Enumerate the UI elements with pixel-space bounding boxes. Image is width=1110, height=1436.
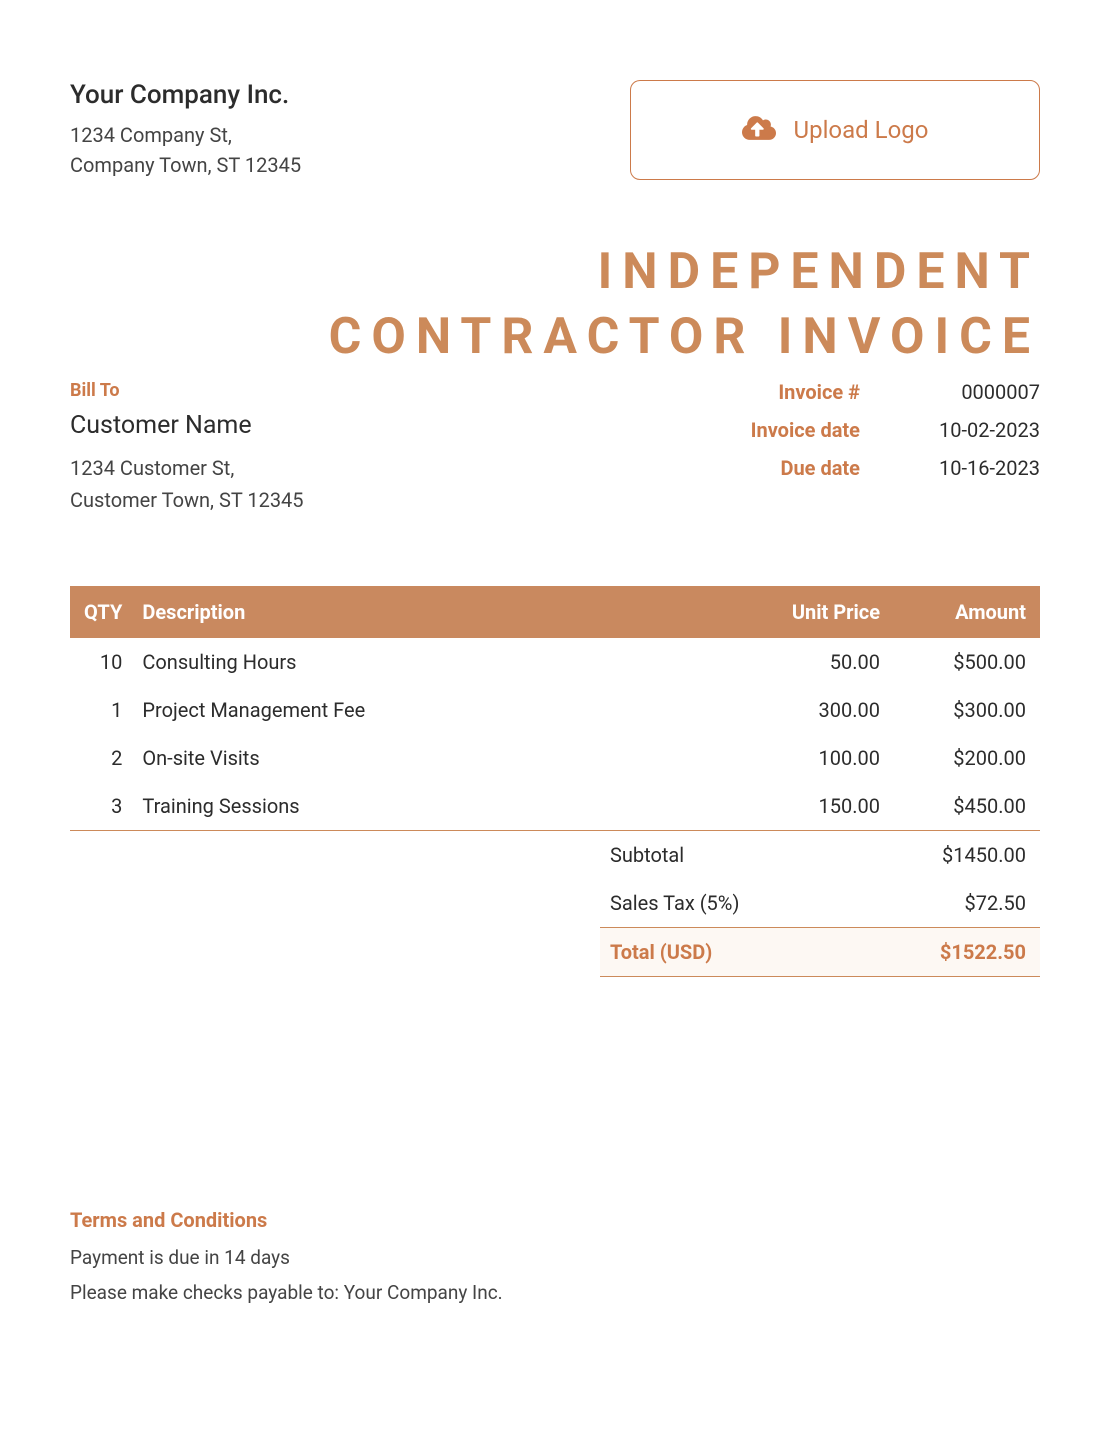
upload-logo-label: Upload Logo	[794, 116, 929, 144]
terms-block: Terms and Conditions Payment is due in 1…	[70, 1208, 1040, 1316]
title-line1: INDEPENDENT	[70, 240, 1040, 305]
cell-description[interactable]: Project Management Fee	[132, 686, 730, 734]
table-row: 1Project Management Fee300.00$300.00	[70, 686, 1040, 734]
cell-unit-price[interactable]: 300.00	[730, 686, 890, 734]
total-value: $1522.50	[940, 940, 1026, 964]
cell-qty[interactable]: 10	[70, 638, 132, 686]
cell-qty[interactable]: 2	[70, 734, 132, 782]
table-row: 10Consulting Hours50.00$500.00	[70, 638, 1040, 686]
cell-description[interactable]: On-site Visits	[132, 734, 730, 782]
col-amount: Amount	[890, 586, 1040, 638]
invoice-number-value[interactable]: 0000007	[920, 380, 1040, 404]
customer-name[interactable]: Customer Name	[70, 411, 720, 440]
terms-line2[interactable]: Please make checks payable to: Your Comp…	[70, 1281, 1040, 1304]
cell-amount[interactable]: $500.00	[890, 638, 1040, 686]
terms-title: Terms and Conditions	[70, 1208, 1040, 1232]
cell-qty[interactable]: 3	[70, 782, 132, 831]
company-address-line2[interactable]: Company Town, ST 12345	[70, 150, 630, 180]
cell-unit-price[interactable]: 50.00	[730, 638, 890, 686]
invoice-date-label: Invoice date	[720, 418, 860, 442]
tax-label: Sales Tax (5%)	[610, 891, 739, 915]
line-items-table: QTY Description Unit Price Amount 10Cons…	[70, 586, 1040, 831]
terms-line1[interactable]: Payment is due in 14 days	[70, 1246, 1040, 1269]
tax-value: $72.50	[965, 891, 1026, 915]
invoice-title: INDEPENDENT CONTRACTOR INVOICE	[70, 240, 1040, 370]
col-qty: QTY	[70, 586, 132, 638]
due-date-label: Due date	[720, 456, 860, 480]
table-row: 3Training Sessions150.00$450.00	[70, 782, 1040, 831]
bill-to-block: Bill To Customer Name 1234 Customer St, …	[70, 380, 720, 516]
cell-qty[interactable]: 1	[70, 686, 132, 734]
totals-block: Subtotal $1450.00 Sales Tax (5%) $72.50 …	[600, 831, 1040, 977]
col-unit-price: Unit Price	[730, 586, 890, 638]
cell-amount[interactable]: $200.00	[890, 734, 1040, 782]
col-description: Description	[132, 586, 730, 638]
cell-amount[interactable]: $450.00	[890, 782, 1040, 831]
company-address-line1[interactable]: 1234 Company St,	[70, 120, 630, 150]
cell-description[interactable]: Training Sessions	[132, 782, 730, 831]
company-name[interactable]: Your Company Inc.	[70, 80, 630, 110]
cell-description[interactable]: Consulting Hours	[132, 638, 730, 686]
due-date-value[interactable]: 10-16-2023	[920, 456, 1040, 480]
customer-address-line1[interactable]: 1234 Customer St,	[70, 452, 720, 484]
invoice-number-label: Invoice #	[720, 380, 860, 404]
subtotal-value: $1450.00	[942, 843, 1026, 867]
cell-unit-price[interactable]: 100.00	[730, 734, 890, 782]
bill-to-label: Bill To	[70, 380, 720, 401]
subtotal-label: Subtotal	[610, 843, 684, 867]
company-block: Your Company Inc. 1234 Company St, Compa…	[70, 80, 630, 180]
cell-unit-price[interactable]: 150.00	[730, 782, 890, 831]
table-row: 2On-site Visits100.00$200.00	[70, 734, 1040, 782]
title-line2: CONTRACTOR INVOICE	[70, 305, 1040, 370]
total-label: Total (USD)	[610, 940, 712, 964]
invoice-date-value[interactable]: 10-02-2023	[920, 418, 1040, 442]
cell-amount[interactable]: $300.00	[890, 686, 1040, 734]
cloud-upload-icon	[742, 114, 776, 146]
customer-address-line2[interactable]: Customer Town, ST 12345	[70, 484, 720, 516]
invoice-meta: Invoice # 0000007 Invoice date 10-02-202…	[720, 380, 1040, 494]
upload-logo-button[interactable]: Upload Logo	[630, 80, 1040, 180]
